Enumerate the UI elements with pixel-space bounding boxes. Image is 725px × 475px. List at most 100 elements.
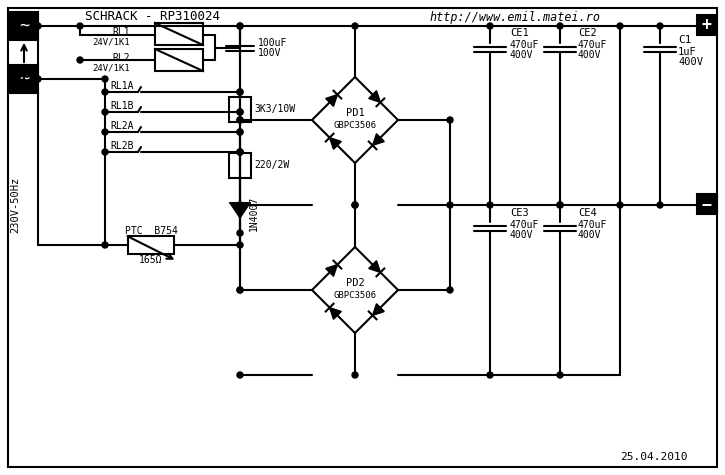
Polygon shape bbox=[373, 304, 384, 315]
Circle shape bbox=[102, 149, 108, 155]
Text: 165Ω: 165Ω bbox=[139, 255, 162, 265]
Circle shape bbox=[102, 109, 108, 115]
Text: ~: ~ bbox=[19, 17, 29, 35]
Text: RL2B: RL2B bbox=[110, 141, 133, 151]
Circle shape bbox=[237, 89, 243, 95]
Text: 470uF: 470uF bbox=[510, 220, 539, 230]
Bar bbox=[155, 49, 203, 71]
Circle shape bbox=[77, 57, 83, 63]
Circle shape bbox=[102, 89, 108, 95]
Bar bbox=[229, 97, 251, 122]
Circle shape bbox=[237, 109, 243, 115]
Bar bbox=[155, 23, 203, 45]
Circle shape bbox=[237, 117, 243, 123]
Polygon shape bbox=[326, 95, 337, 106]
Polygon shape bbox=[373, 134, 384, 145]
Circle shape bbox=[237, 149, 243, 155]
Circle shape bbox=[352, 202, 358, 208]
Polygon shape bbox=[330, 138, 341, 149]
Circle shape bbox=[352, 202, 358, 208]
Circle shape bbox=[35, 76, 41, 82]
Circle shape bbox=[237, 372, 243, 378]
Circle shape bbox=[557, 202, 563, 208]
Circle shape bbox=[557, 23, 563, 29]
Bar bbox=[10, 12, 38, 40]
Text: CE4: CE4 bbox=[578, 208, 597, 218]
Bar bbox=[229, 153, 251, 178]
Text: RL2A: RL2A bbox=[110, 121, 133, 131]
Text: PD2: PD2 bbox=[346, 278, 365, 288]
Circle shape bbox=[102, 129, 108, 135]
Circle shape bbox=[237, 242, 243, 248]
Polygon shape bbox=[330, 308, 341, 319]
Circle shape bbox=[237, 23, 243, 29]
Circle shape bbox=[447, 287, 453, 293]
Circle shape bbox=[487, 372, 493, 378]
Text: 400V: 400V bbox=[578, 230, 602, 240]
Text: CE1: CE1 bbox=[510, 28, 529, 38]
Polygon shape bbox=[230, 203, 250, 218]
Text: 400V: 400V bbox=[578, 50, 602, 60]
Circle shape bbox=[352, 372, 358, 378]
Circle shape bbox=[447, 117, 453, 123]
Bar bbox=[697, 15, 717, 35]
Text: 100V: 100V bbox=[258, 48, 281, 58]
Text: GBPC3506: GBPC3506 bbox=[334, 122, 376, 131]
Text: ~: ~ bbox=[19, 70, 29, 88]
Circle shape bbox=[237, 287, 243, 293]
Circle shape bbox=[237, 23, 243, 29]
Text: 470uF: 470uF bbox=[578, 40, 608, 50]
Circle shape bbox=[237, 109, 243, 115]
Text: RL2: RL2 bbox=[112, 53, 130, 63]
Circle shape bbox=[77, 23, 83, 29]
Circle shape bbox=[237, 230, 243, 236]
Text: 1N4007: 1N4007 bbox=[249, 195, 259, 231]
Circle shape bbox=[237, 202, 243, 208]
Circle shape bbox=[35, 23, 41, 29]
Circle shape bbox=[557, 202, 563, 208]
Circle shape bbox=[237, 287, 243, 293]
Text: PD1: PD1 bbox=[346, 108, 365, 118]
Circle shape bbox=[237, 129, 243, 135]
Text: SCHRACK - RP310024: SCHRACK - RP310024 bbox=[85, 10, 220, 23]
Text: CE2: CE2 bbox=[578, 28, 597, 38]
Text: CE3: CE3 bbox=[510, 208, 529, 218]
Text: 3K3/10W: 3K3/10W bbox=[254, 104, 295, 114]
Bar bbox=[10, 65, 38, 93]
Circle shape bbox=[237, 129, 243, 135]
Circle shape bbox=[447, 202, 453, 208]
Text: 1uF: 1uF bbox=[678, 47, 697, 57]
Circle shape bbox=[237, 89, 243, 95]
Text: RL1A: RL1A bbox=[110, 81, 133, 91]
Circle shape bbox=[237, 149, 243, 155]
Circle shape bbox=[487, 23, 493, 29]
Text: 470uF: 470uF bbox=[578, 220, 608, 230]
Text: RL1B: RL1B bbox=[110, 101, 133, 111]
Circle shape bbox=[557, 372, 563, 378]
Text: 400V: 400V bbox=[510, 50, 534, 60]
Text: RL1: RL1 bbox=[112, 27, 130, 37]
Text: −: − bbox=[702, 195, 712, 213]
Text: 400V: 400V bbox=[510, 230, 534, 240]
Text: +: + bbox=[702, 16, 712, 34]
Text: 470uF: 470uF bbox=[510, 40, 539, 50]
Text: 230V-50Hz: 230V-50Hz bbox=[10, 177, 20, 233]
Circle shape bbox=[237, 149, 243, 155]
Circle shape bbox=[102, 242, 108, 248]
Text: 100uF: 100uF bbox=[258, 38, 287, 48]
Polygon shape bbox=[369, 91, 381, 103]
Text: 25.04.2010: 25.04.2010 bbox=[620, 452, 687, 462]
Circle shape bbox=[102, 76, 108, 82]
Circle shape bbox=[657, 202, 663, 208]
Circle shape bbox=[617, 202, 623, 208]
Text: C1: C1 bbox=[678, 35, 692, 45]
Circle shape bbox=[617, 23, 623, 29]
Text: 400V: 400V bbox=[678, 57, 703, 67]
Text: 24V/1K1: 24V/1K1 bbox=[92, 64, 130, 73]
Bar bbox=[128, 236, 174, 254]
Text: http://www.emil.matei.ro: http://www.emil.matei.ro bbox=[430, 10, 601, 23]
Circle shape bbox=[487, 202, 493, 208]
Circle shape bbox=[657, 23, 663, 29]
Bar bbox=[697, 194, 717, 214]
Polygon shape bbox=[326, 265, 337, 276]
